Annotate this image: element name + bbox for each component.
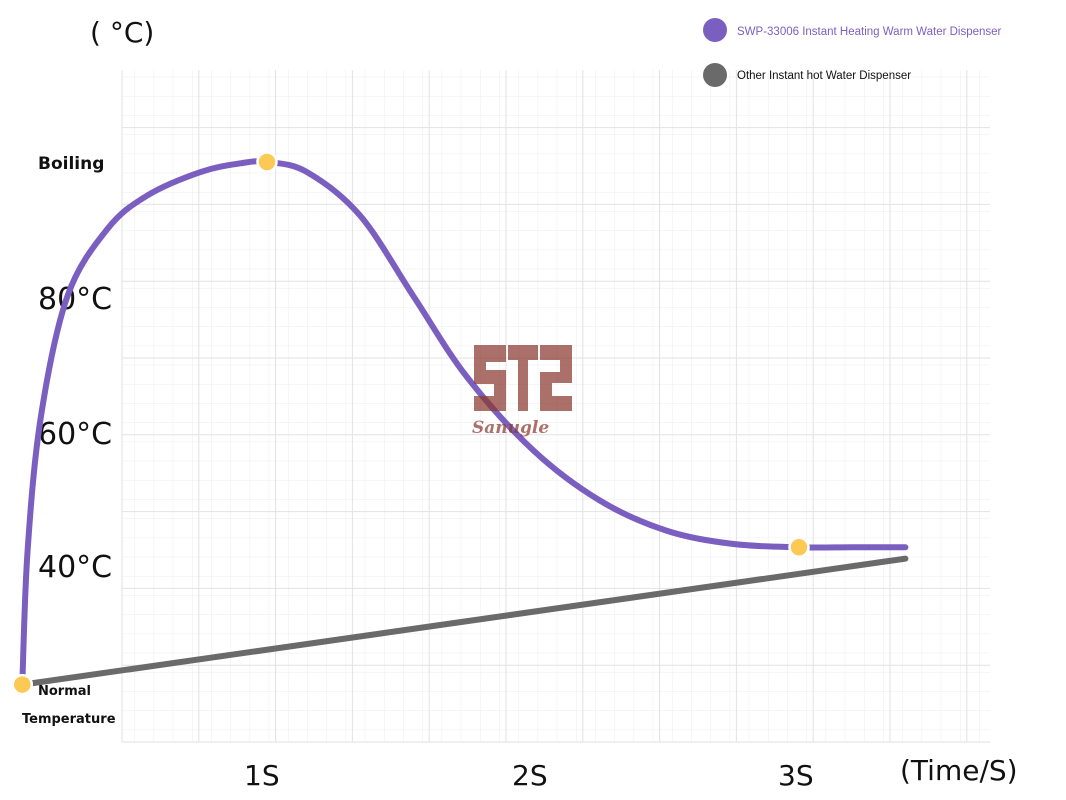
y-tick-label-normal: Normal [38, 684, 91, 699]
y-tick-label-80: 80°C [38, 282, 112, 317]
legend-swatch-other [703, 63, 727, 87]
marker-layer [11, 151, 810, 696]
y-tick-label-40: 40°C [38, 550, 112, 585]
watermark-t-glyph [508, 345, 538, 411]
data-point-marker-3 [788, 536, 810, 558]
data-point-marker-1 [11, 673, 34, 696]
watermark-logo: Sanugle [472, 345, 572, 438]
y-tick-label-temperature: Temperature [22, 712, 116, 727]
y-tick-label-boiling: Boiling [38, 154, 104, 174]
data-point-marker-2 [256, 151, 278, 173]
x-axis-label: (Time/S) [900, 754, 1018, 787]
series-layer [19, 158, 909, 688]
series-line-other-dispenser [19, 555, 909, 688]
x-tick-label-1s: 1S [244, 759, 280, 792]
legend-swatch-swp [703, 18, 727, 42]
y-axis-label: ( °C) [90, 16, 154, 49]
legend-label-other: Other Instant hot Water Dispenser [737, 70, 911, 82]
x-tick-label-2s: 2S [512, 759, 548, 792]
major-grid [121, 70, 990, 743]
x-tick-label-3s: 3S [778, 759, 814, 792]
y-tick-label-60: 60°C [38, 417, 112, 452]
watermark-s-glyph [474, 345, 506, 411]
watermark-text: Sanugle [472, 418, 549, 438]
watermark-2-glyph [540, 345, 572, 411]
legend-label-swp: SWP-33006 Instant Heating Warm Water Dis… [737, 26, 1002, 38]
series-line-swp-33006 [19, 158, 909, 688]
legend: SWP-33006 Instant Heating Warm Water Dis… [703, 18, 1002, 87]
